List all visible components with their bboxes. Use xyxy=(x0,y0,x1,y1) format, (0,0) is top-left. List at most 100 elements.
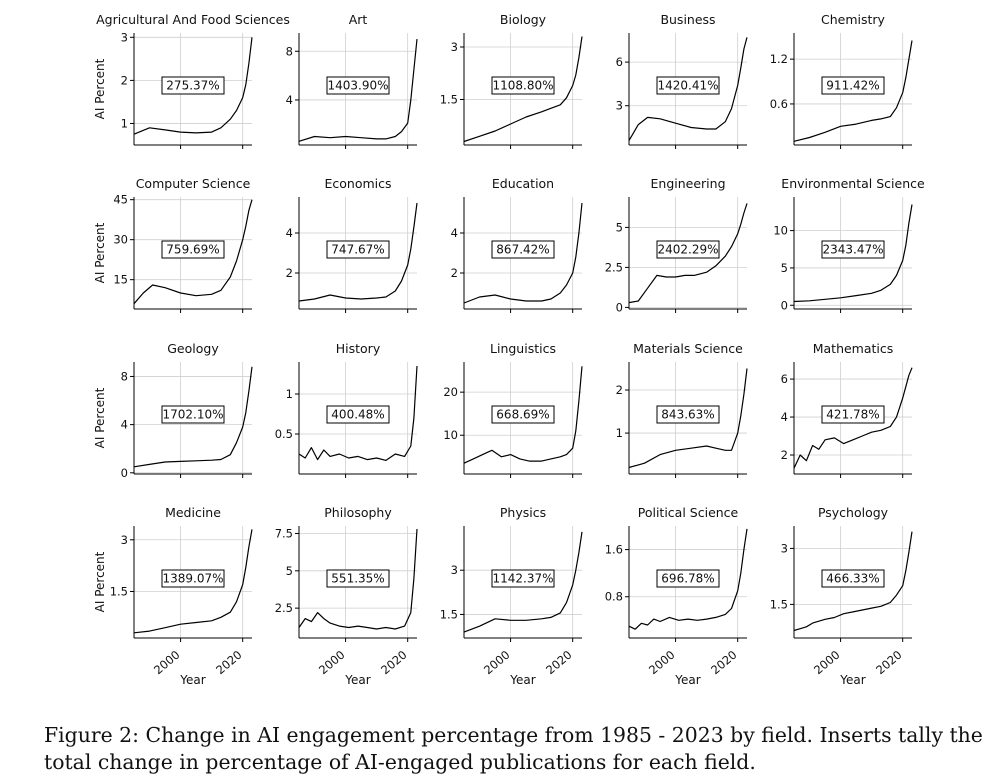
panel-title: Computer Science xyxy=(136,176,251,191)
annotation-label: 421.78% xyxy=(826,408,879,422)
panel-9: 0 5 10 Environmental Science 2343.47% xyxy=(773,176,925,313)
annotation-box xyxy=(326,405,390,424)
y-tick-label: 3 xyxy=(121,533,128,547)
series-line xyxy=(463,202,583,304)
y-axis-label: AI Percent xyxy=(93,387,107,448)
panel-10: 0 4 8 Geology 1702.10% AI Percent xyxy=(93,341,253,480)
y-tick-label: 7.5 xyxy=(275,526,293,540)
series-line xyxy=(628,37,748,141)
x-tick-label: 2000 xyxy=(481,648,512,678)
panel-1: 4 8 Art 1403.90% xyxy=(286,12,418,149)
annotation-label: 668.69% xyxy=(496,408,549,422)
series-line xyxy=(133,199,253,305)
annotation-box xyxy=(821,240,885,259)
panel-11: 0.5 1 History 400.48% xyxy=(275,341,418,478)
annotation-box xyxy=(821,405,885,424)
annotation-box xyxy=(326,76,390,95)
y-tick-label: 8 xyxy=(286,44,293,58)
annotation-label: 843.63% xyxy=(661,408,714,422)
panel-title: Physics xyxy=(500,505,546,520)
panel-7: 2 4 Education 867.42% xyxy=(451,176,583,313)
annotation-box xyxy=(161,76,225,95)
y-tick-label: 1.5 xyxy=(440,607,458,621)
annotation-box xyxy=(161,569,225,588)
panel-0: 1 2 3 Agricultural And Food Sciences 275.37%… xyxy=(93,12,290,149)
panel-title: Political Science xyxy=(638,505,739,520)
panel-title: Materials Science xyxy=(633,341,743,356)
x-axis-label: Year xyxy=(179,673,205,687)
panel-title: Medicine xyxy=(165,505,221,520)
y-tick-label: 5 xyxy=(286,564,293,578)
panel-2: 1.5 3 Biology 1108.80% xyxy=(440,12,583,149)
annotation-label: 400.48% xyxy=(331,408,384,422)
annotation-box xyxy=(656,240,720,259)
y-tick-label: 1 xyxy=(286,387,293,401)
y-tick-label: 2.5 xyxy=(275,601,293,615)
annotation-label: 551.35% xyxy=(331,572,384,586)
annotation-box xyxy=(491,405,555,424)
series-line xyxy=(298,365,418,461)
panel-6: 2 4 Economics 747.67% xyxy=(286,176,418,313)
y-tick-label: 45 xyxy=(113,193,128,207)
y-tick-label: 2 xyxy=(121,73,128,87)
x-tick-label: 2000 xyxy=(811,648,842,678)
panel-title: Psychology xyxy=(818,505,889,520)
annotation-label: 1142.37% xyxy=(492,572,553,586)
panel-title: Business xyxy=(660,12,715,27)
y-axis-label: AI Percent xyxy=(93,222,107,283)
annotation-box xyxy=(656,405,720,424)
y-tick-label: 1.6 xyxy=(605,543,623,557)
x-axis-label: Year xyxy=(509,673,535,687)
series-line xyxy=(628,203,748,304)
y-tick-label: 2.5 xyxy=(605,260,623,274)
y-tick-label: 8 xyxy=(121,369,128,383)
y-tick-label: 4 xyxy=(286,93,293,107)
panel-title: Philosophy xyxy=(324,505,392,520)
panel-title: Biology xyxy=(500,12,547,27)
figure-caption: Figure 2: Change in AI engagement percen… xyxy=(44,723,983,774)
panel-5: 15 30 45 Computer Science 759.69% AI Percent xyxy=(93,176,253,313)
annotation-label: 2343.47% xyxy=(822,243,883,257)
panel-title: Mathematics xyxy=(813,341,894,356)
annotation-label: 911.42% xyxy=(826,79,879,93)
annotation-label: 747.67% xyxy=(331,243,384,257)
y-tick-label: 1 xyxy=(121,116,128,130)
y-tick-label: 1.5 xyxy=(770,597,788,611)
annotation-box xyxy=(821,76,885,95)
series-line xyxy=(628,368,748,469)
panel-14: 2 4 6 Mathematics 421.78% xyxy=(781,341,913,478)
panel-13: 1 2 Materials Science 843.63% xyxy=(616,341,748,478)
y-tick-label: 20 xyxy=(443,385,458,399)
y-tick-label: 4 xyxy=(121,418,128,432)
y-tick-label: 2 xyxy=(451,266,458,280)
y-tick-label: 4 xyxy=(781,410,788,424)
series-line xyxy=(298,39,418,142)
y-tick-label: 4 xyxy=(451,226,458,240)
y-tick-label: 3 xyxy=(616,99,623,113)
x-tick-label: 2020 xyxy=(213,648,244,678)
y-tick-label: 15 xyxy=(113,273,128,287)
annotation-label: 1389.07% xyxy=(162,572,223,586)
y-tick-label: 6 xyxy=(616,55,623,69)
y-tick-label: 30 xyxy=(113,233,128,247)
y-tick-label: 4 xyxy=(286,226,293,240)
annotation-label: 696.78% xyxy=(661,572,714,586)
panel-title: History xyxy=(336,341,381,356)
y-tick-label: 0.6 xyxy=(770,97,788,111)
y-tick-label: 0.8 xyxy=(605,590,623,604)
annotation-label: 275.37% xyxy=(166,79,219,93)
panel-title: Art xyxy=(349,12,368,27)
annotation-label: 1108.80% xyxy=(492,79,553,93)
y-tick-label: 3 xyxy=(451,563,458,577)
y-tick-label: 1.5 xyxy=(110,584,128,598)
annotation-label: 1420.41% xyxy=(657,79,718,93)
annotation-box xyxy=(491,240,555,259)
y-tick-label: 10 xyxy=(773,224,788,238)
y-tick-label: 0 xyxy=(616,300,623,314)
annotation-label: 466.33% xyxy=(826,572,879,586)
annotation-box xyxy=(656,76,720,95)
y-tick-label: 0 xyxy=(781,298,788,312)
y-tick-label: 2 xyxy=(616,383,623,397)
panel-title: Geology xyxy=(167,341,219,356)
x-tick-label: 2000 xyxy=(316,648,347,678)
